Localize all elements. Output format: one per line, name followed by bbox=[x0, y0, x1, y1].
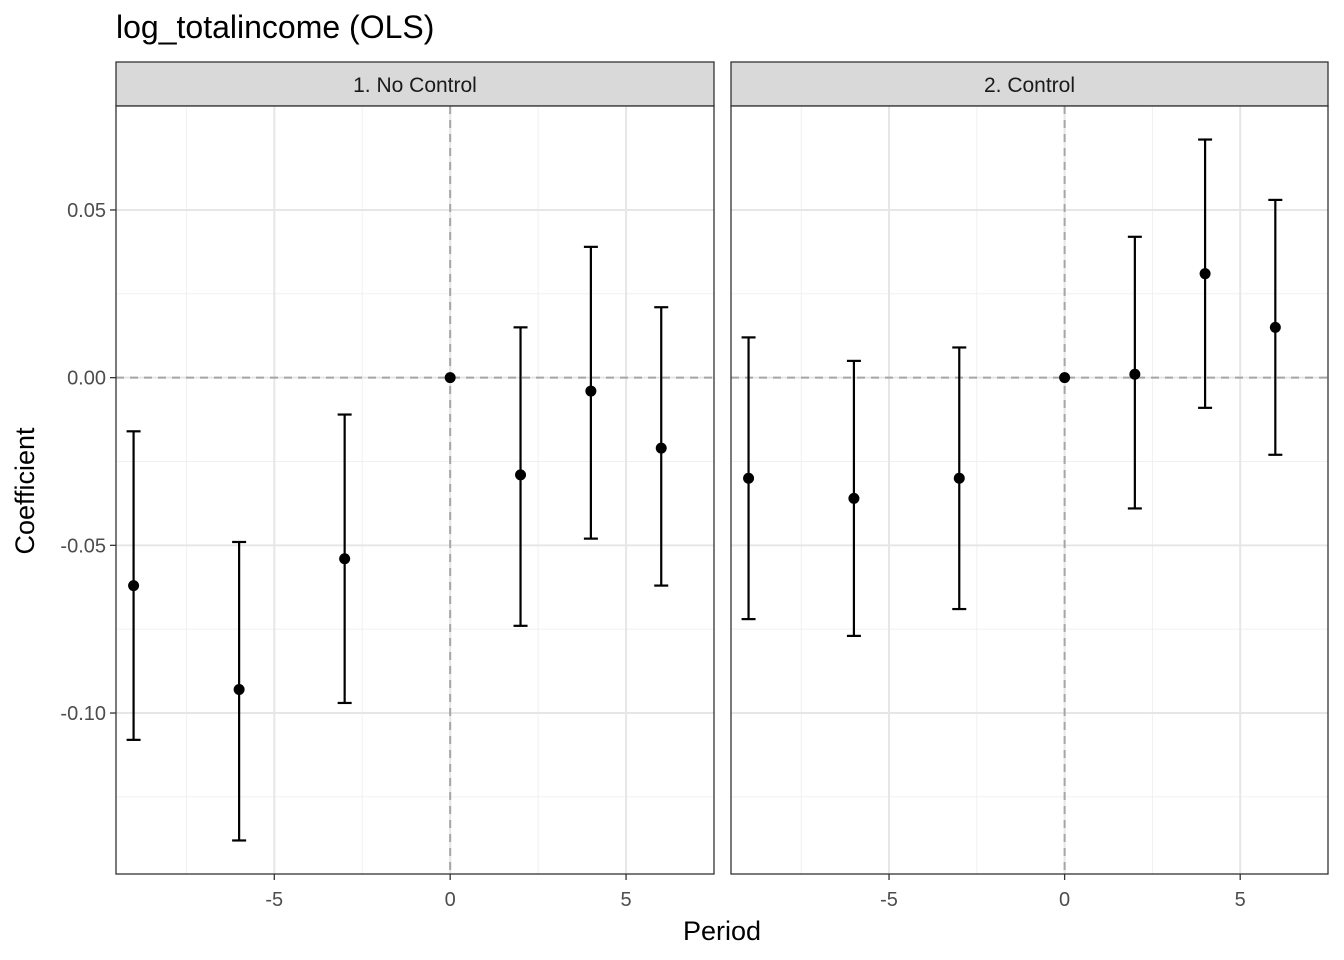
data-point bbox=[1199, 268, 1211, 280]
y-tick-label: -0.05 bbox=[60, 535, 106, 557]
data-point bbox=[233, 684, 245, 696]
data-point bbox=[655, 442, 667, 454]
facet-strip bbox=[730, 61, 1329, 107]
data-point bbox=[1269, 321, 1281, 333]
panel-border bbox=[115, 105, 715, 875]
y-tick-label: 0.00 bbox=[67, 368, 106, 390]
x-tick-label: -5 bbox=[265, 889, 283, 911]
facet-strip-label: 1. No Control bbox=[353, 74, 477, 97]
y-axis-title: Coefficient bbox=[10, 427, 40, 555]
x-tick-label: 5 bbox=[620, 889, 631, 911]
data-point bbox=[585, 385, 597, 397]
data-point bbox=[515, 469, 527, 481]
chart-title: log_totalincome (OLS) bbox=[116, 9, 434, 45]
x-axis-title: Period bbox=[683, 916, 761, 946]
data-point bbox=[743, 472, 755, 484]
data-point bbox=[128, 580, 140, 592]
plot-background bbox=[731, 106, 1328, 874]
panel-border bbox=[730, 105, 1329, 875]
y-tick-label: -0.10 bbox=[60, 703, 106, 725]
facet-strip bbox=[115, 61, 715, 107]
plot-background bbox=[116, 106, 714, 874]
y-tick-label: 0.05 bbox=[67, 200, 106, 222]
x-tick-label: 0 bbox=[445, 889, 456, 911]
data-point bbox=[1129, 368, 1141, 380]
x-tick-label: -5 bbox=[880, 889, 898, 911]
x-tick-label: 5 bbox=[1235, 889, 1246, 911]
data-point bbox=[848, 492, 860, 504]
facet-strip-label: 2. Control bbox=[984, 74, 1075, 97]
x-tick-label: 0 bbox=[1059, 889, 1070, 911]
facet-panel: 1. No Control -5 0 5 -0.10 -0.05 0.00 0.05 bbox=[60, 61, 715, 911]
facets: 1. No Control -5 0 5 -0.10 -0.05 0.00 0.05 2. Co… bbox=[60, 61, 1329, 911]
data-point bbox=[1059, 372, 1071, 384]
data-point bbox=[444, 372, 456, 384]
facet-panel: 2. Control -5 0 5 bbox=[730, 61, 1329, 911]
data-point bbox=[339, 553, 351, 565]
data-point bbox=[953, 472, 965, 484]
